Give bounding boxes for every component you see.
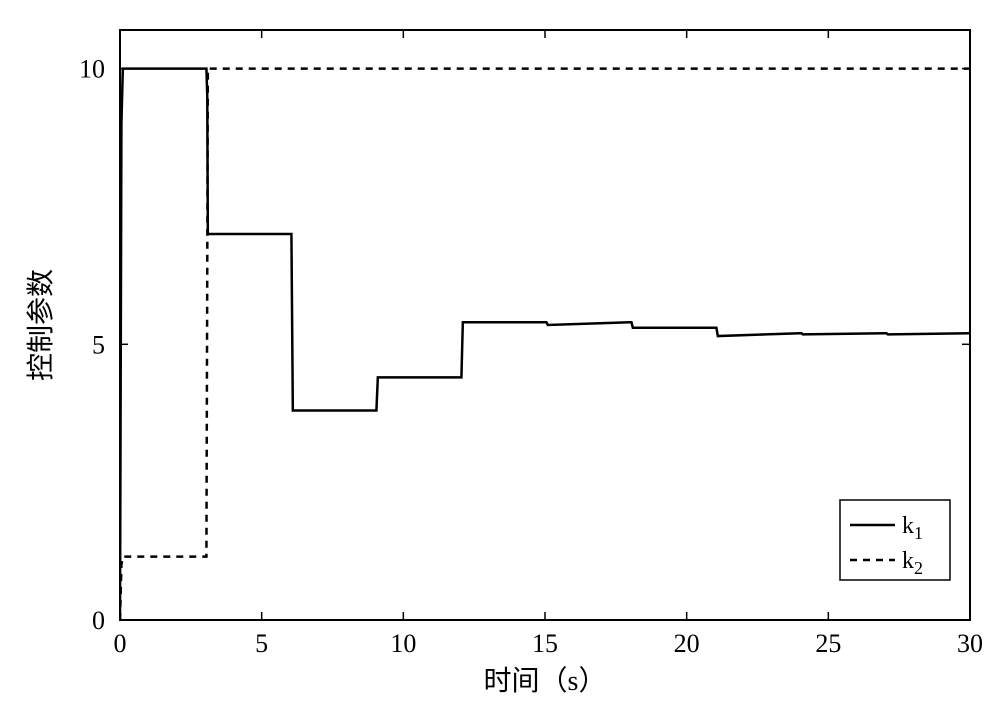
y-tick-label: 10 (79, 55, 105, 84)
x-tick-label: 25 (815, 629, 841, 658)
x-tick-label: 5 (255, 629, 268, 658)
x-tick-label: 30 (957, 629, 983, 658)
chart-container: 0510152025300510时间（s）控制参数k1k2 (0, 0, 1000, 712)
x-tick-label: 10 (390, 629, 416, 658)
x-tick-label: 0 (114, 629, 127, 658)
y-tick-label: 5 (92, 330, 105, 359)
legend-box (840, 500, 950, 580)
line-chart: 0510152025300510时间（s）控制参数k1k2 (0, 0, 1000, 712)
y-tick-label: 0 (92, 606, 105, 635)
x-tick-label: 20 (674, 629, 700, 658)
y-axis-label: 控制参数 (25, 269, 57, 381)
x-tick-label: 15 (532, 629, 558, 658)
x-axis-label: 时间（s） (484, 665, 607, 697)
